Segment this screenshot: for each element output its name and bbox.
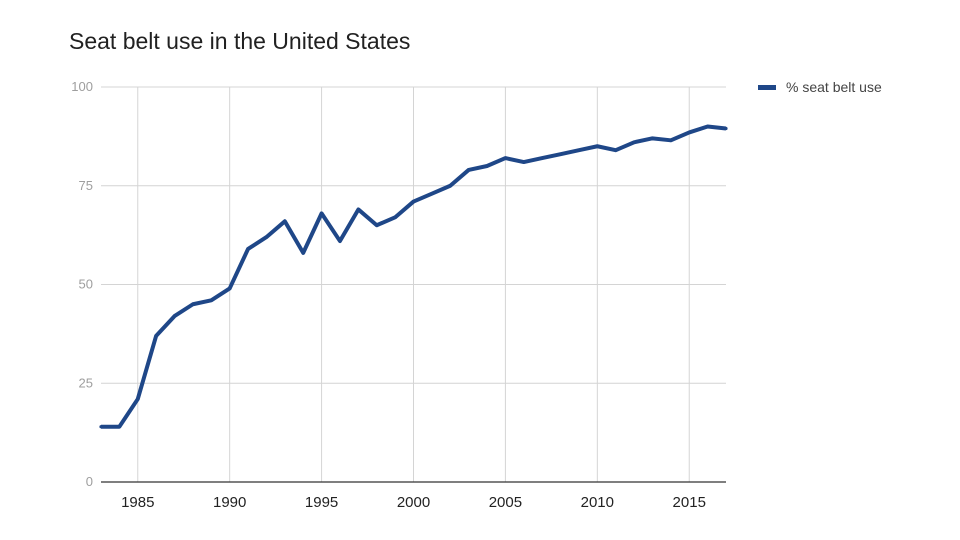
data-point: [356, 207, 360, 212]
series-layer: [99, 124, 728, 429]
y-tick-label: 25: [79, 375, 93, 390]
data-point: [503, 156, 508, 160]
data-point: [430, 192, 434, 196]
legend: % seat belt use: [758, 79, 882, 95]
x-tick-label: 1990: [213, 494, 246, 511]
data-point: [522, 160, 526, 164]
gridlines: [101, 86, 726, 482]
data-point: [650, 136, 655, 140]
y-tick-label: 50: [79, 277, 93, 292]
data-point: [706, 124, 710, 129]
data-point: [614, 148, 618, 152]
data-point: [485, 164, 489, 168]
data-point: [375, 223, 379, 227]
data-point: [154, 334, 158, 338]
data-point: [393, 215, 397, 219]
data-point: [577, 148, 581, 152]
y-tick-label: 75: [79, 178, 93, 193]
data-point: [632, 140, 636, 144]
data-point: [724, 126, 728, 131]
legend-label: % seat belt use: [786, 79, 882, 95]
x-tick-label: 2000: [397, 494, 430, 511]
data-point: [540, 156, 544, 160]
data-point: [595, 144, 599, 148]
data-point: [99, 425, 103, 429]
x-tick-label: 1995: [305, 494, 338, 511]
data-point: [117, 425, 121, 429]
data-point: [246, 247, 250, 251]
data-point: [228, 286, 232, 291]
data-point: [264, 235, 269, 239]
chart-title: Seat belt use in the United States: [69, 28, 411, 54]
data-point: [191, 302, 195, 306]
data-point: [467, 168, 471, 172]
x-tick-label: 2010: [581, 494, 614, 511]
data-point: [411, 199, 416, 204]
data-point: [687, 130, 691, 135]
x-axis-ticks: 1985 1990 1995 2000 2005 2010 2015: [121, 494, 706, 511]
data-point: [338, 239, 342, 243]
y-axis-ticks: 0 25 50 75 100: [71, 79, 93, 489]
data-point: [448, 184, 452, 188]
x-tick-label: 2005: [489, 494, 522, 511]
y-tick-label: 0: [86, 474, 93, 489]
y-tick-label: 100: [71, 79, 93, 94]
data-point: [283, 219, 287, 223]
data-point: [301, 251, 305, 255]
x-tick-label: 2015: [673, 494, 706, 511]
data-point: [558, 152, 563, 156]
legend-swatch: [758, 84, 776, 90]
x-tick-label: 1985: [121, 494, 154, 511]
data-point: [172, 314, 177, 318]
data-point: [319, 211, 324, 215]
data-point: [669, 138, 673, 142]
data-point: [209, 298, 213, 302]
data-point: [136, 397, 140, 401]
